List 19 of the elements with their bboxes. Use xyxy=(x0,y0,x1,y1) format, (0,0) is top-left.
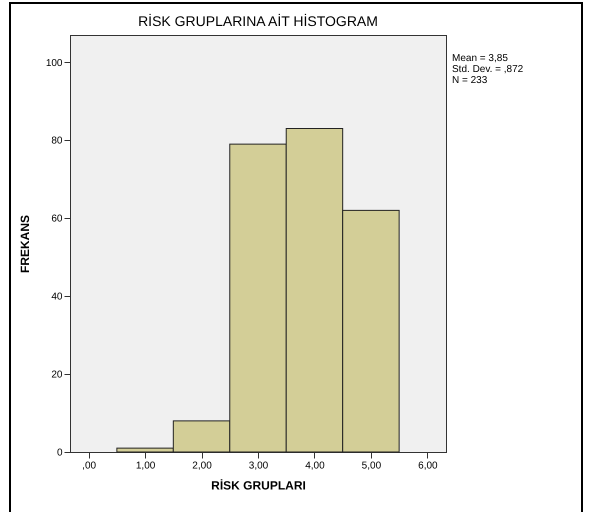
x-tick-label: 6,00 xyxy=(418,460,438,472)
text: N = 233 xyxy=(452,75,488,86)
y-axis-title: FREKANS xyxy=(18,214,32,274)
y-tick-label: 100 xyxy=(46,58,63,69)
x-tick-label: 1,00 xyxy=(136,460,156,472)
y-tick-label: 60 xyxy=(51,214,63,225)
x-tick-label: 4,00 xyxy=(305,460,326,472)
text: Std. Dev. = ,872 xyxy=(452,64,524,75)
chart-title: RİSK GRUPLARINA AİT HİSTOGRAM xyxy=(138,13,378,29)
text: Mean = 3,85 xyxy=(452,53,508,64)
y-tick-label: 20 xyxy=(51,370,63,381)
y-tick-label: 40 xyxy=(51,292,63,303)
x-tick-label: 3,00 xyxy=(248,460,269,472)
y-tick-label: 80 xyxy=(51,136,63,147)
y-tick-label: 0 xyxy=(56,448,63,458)
x-tick-label: 2,00 xyxy=(192,460,212,472)
x-tick-label: 5,00 xyxy=(362,460,382,472)
x-tick-label: ,00 xyxy=(82,460,97,472)
x-axis-title: RİSK GRUPLARI xyxy=(211,478,306,492)
